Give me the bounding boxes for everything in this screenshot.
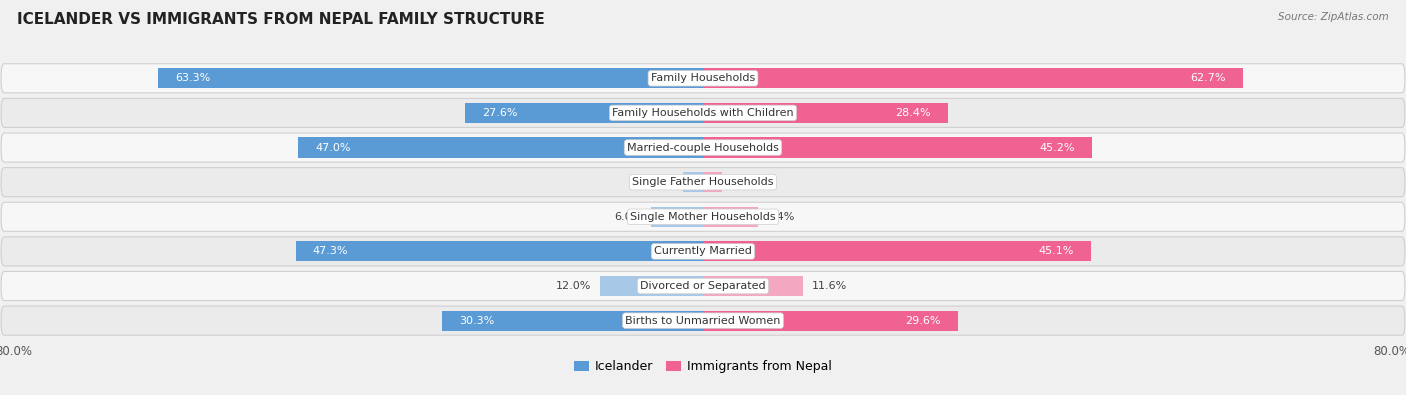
- Text: Family Households with Children: Family Households with Children: [612, 108, 794, 118]
- Text: Family Households: Family Households: [651, 73, 755, 83]
- Text: 28.4%: 28.4%: [894, 108, 931, 118]
- Text: 45.2%: 45.2%: [1039, 143, 1076, 152]
- Text: 45.1%: 45.1%: [1039, 246, 1074, 256]
- Bar: [298, 137, 703, 158]
- Bar: [599, 276, 703, 296]
- Bar: [703, 137, 1092, 158]
- FancyBboxPatch shape: [1, 167, 1405, 197]
- Bar: [157, 68, 703, 88]
- Bar: [703, 276, 803, 296]
- Text: 30.3%: 30.3%: [460, 316, 495, 325]
- FancyBboxPatch shape: [1, 98, 1405, 128]
- Text: 63.3%: 63.3%: [176, 73, 211, 83]
- Text: Single Father Households: Single Father Households: [633, 177, 773, 187]
- Text: Births to Unmarried Women: Births to Unmarried Women: [626, 316, 780, 325]
- Text: 47.0%: 47.0%: [315, 143, 352, 152]
- Text: 11.6%: 11.6%: [811, 281, 846, 291]
- Text: 27.6%: 27.6%: [482, 108, 517, 118]
- Bar: [441, 310, 703, 331]
- Text: 12.0%: 12.0%: [555, 281, 591, 291]
- Text: 47.3%: 47.3%: [314, 246, 349, 256]
- Text: Source: ZipAtlas.com: Source: ZipAtlas.com: [1278, 12, 1389, 22]
- Bar: [703, 241, 1091, 261]
- Bar: [703, 310, 957, 331]
- FancyBboxPatch shape: [1, 64, 1405, 93]
- Text: Single Mother Households: Single Mother Households: [630, 212, 776, 222]
- Legend: Icelander, Immigrants from Nepal: Icelander, Immigrants from Nepal: [569, 356, 837, 378]
- Bar: [703, 207, 758, 227]
- Text: Currently Married: Currently Married: [654, 246, 752, 256]
- Bar: [703, 68, 1243, 88]
- Bar: [683, 172, 703, 192]
- Bar: [703, 172, 721, 192]
- Text: 2.3%: 2.3%: [647, 177, 675, 187]
- Text: 2.2%: 2.2%: [731, 177, 759, 187]
- FancyBboxPatch shape: [1, 237, 1405, 266]
- FancyBboxPatch shape: [1, 202, 1405, 231]
- Bar: [465, 103, 703, 123]
- Text: 62.7%: 62.7%: [1191, 73, 1226, 83]
- FancyBboxPatch shape: [1, 133, 1405, 162]
- Bar: [651, 207, 703, 227]
- FancyBboxPatch shape: [1, 271, 1405, 301]
- Text: Married-couple Households: Married-couple Households: [627, 143, 779, 152]
- Text: 6.0%: 6.0%: [614, 212, 643, 222]
- Text: 6.4%: 6.4%: [766, 212, 796, 222]
- Text: Divorced or Separated: Divorced or Separated: [640, 281, 766, 291]
- Bar: [295, 241, 703, 261]
- FancyBboxPatch shape: [1, 306, 1405, 335]
- Text: ICELANDER VS IMMIGRANTS FROM NEPAL FAMILY STRUCTURE: ICELANDER VS IMMIGRANTS FROM NEPAL FAMIL…: [17, 12, 544, 27]
- Text: 29.6%: 29.6%: [905, 316, 941, 325]
- Bar: [703, 103, 948, 123]
